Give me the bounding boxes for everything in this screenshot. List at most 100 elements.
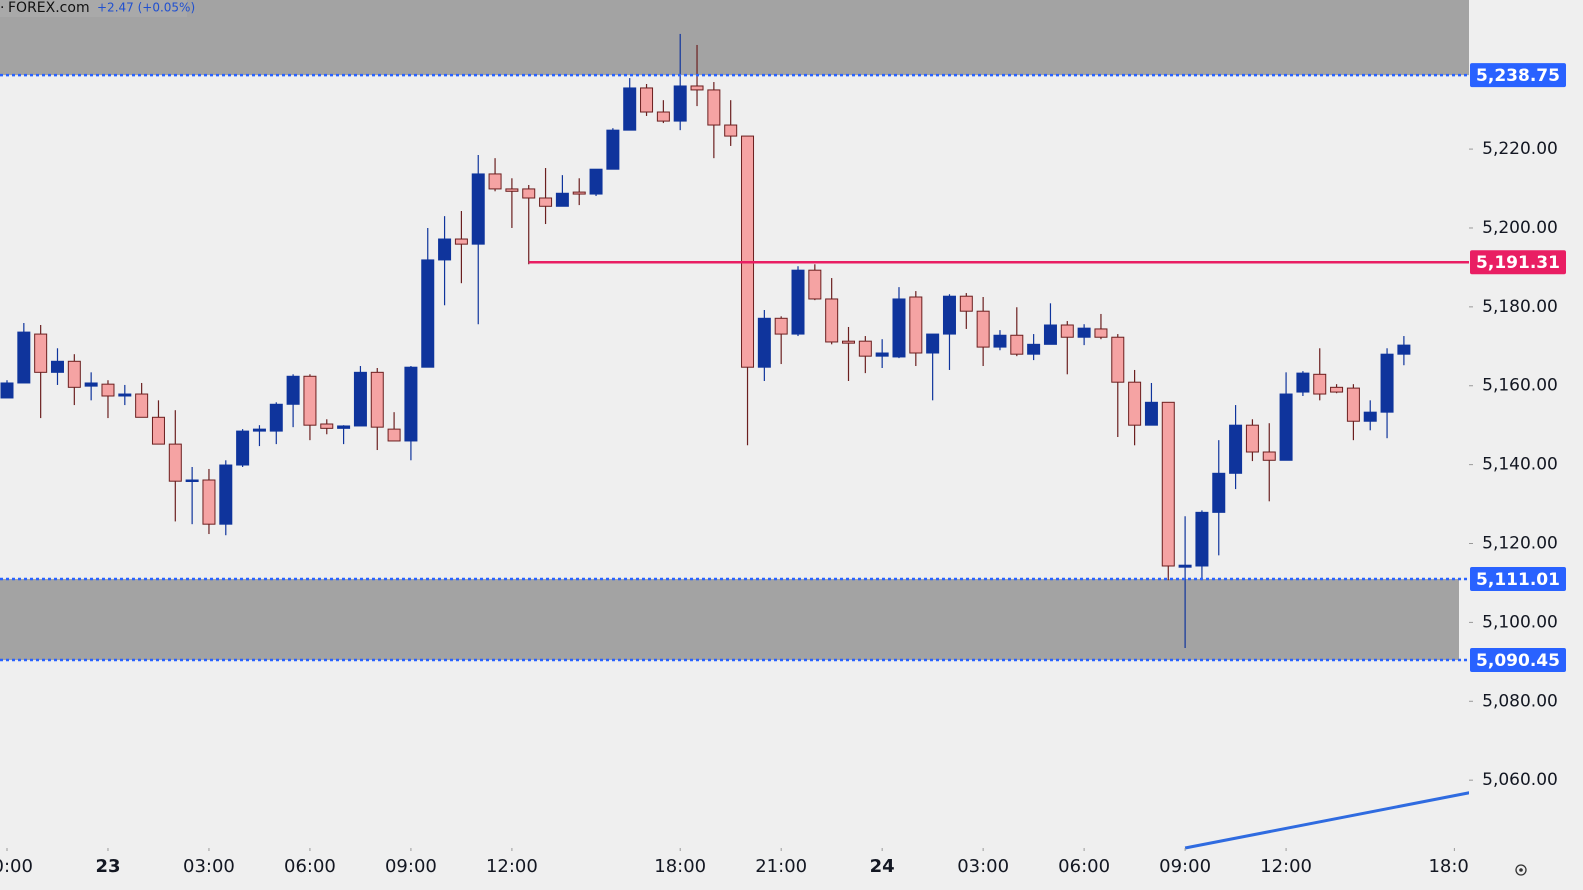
icon-ring[interactable]	[1515, 864, 1527, 876]
y-tick-label: 5,120.00	[1482, 534, 1558, 554]
candle-body	[1094, 328, 1108, 338]
candle-body	[875, 352, 889, 357]
candle-body	[858, 340, 872, 357]
candle-body	[539, 197, 553, 207]
candle-body	[825, 298, 839, 343]
trendline	[1184, 790, 1472, 850]
settings-icon[interactable]	[1515, 864, 1527, 876]
candle-body	[1178, 564, 1192, 568]
candle-body	[471, 173, 485, 245]
candle-body	[1313, 373, 1327, 395]
x-tick-label: 18:00	[1428, 856, 1480, 877]
level-label-box	[1470, 566, 1566, 591]
candle-body	[1245, 424, 1259, 453]
x-tick-label: 09:00	[385, 856, 437, 877]
candle-body	[942, 295, 956, 335]
candle-body	[993, 334, 1007, 348]
icon-dot[interactable]	[1519, 868, 1523, 872]
candle-body	[168, 443, 182, 482]
x-tick-label: 24	[870, 856, 895, 877]
candle-body	[17, 331, 31, 384]
y-tick-label: 5,080.00	[1482, 691, 1558, 711]
y-tick-label: 5,220.00	[1482, 139, 1558, 159]
candle-body	[269, 403, 283, 432]
candle-body	[1330, 386, 1344, 393]
candle-body	[387, 428, 401, 442]
x-tick-label: 03:00	[183, 856, 235, 877]
candle-body	[353, 371, 367, 427]
x-tick-label: 12:00	[1260, 856, 1312, 877]
candle-body	[151, 416, 165, 445]
x-tick-label: 09:00	[1159, 856, 1211, 877]
x-tick-label: 18:00	[654, 856, 706, 877]
change: +2.47 (+0.05%)	[97, 1, 195, 15]
time-axis: 00:00 23 03:00 06:00 09:00 12:00 18:00 21:00 24 0…	[0, 848, 1480, 877]
price-axis: 5,060.00 5,080.00 5,100.00 5,120.00 5,140.00…	[1469, 63, 1566, 790]
source: FOREX.com	[8, 0, 90, 16]
y-tick-label: 5,160.00	[1482, 376, 1558, 396]
candle-body	[84, 382, 98, 387]
candle-body	[673, 85, 687, 122]
candle-body	[791, 269, 805, 335]
candle-body	[1346, 387, 1360, 422]
y-tick-label: 5,180.00	[1482, 297, 1558, 317]
y-tick-label: 5,060.00	[1482, 770, 1558, 790]
candle-body	[1279, 393, 1293, 461]
candle-body	[909, 296, 923, 354]
candle-body	[690, 85, 704, 91]
candle-body	[1010, 334, 1024, 355]
level-label: 5,191.31	[1476, 253, 1560, 273]
candle-body	[522, 188, 536, 199]
candle-body	[320, 423, 334, 429]
candle-body	[118, 393, 132, 397]
level-label: 5,111.01	[1476, 570, 1560, 590]
candle-body	[252, 428, 266, 432]
candle-body	[724, 124, 738, 137]
candle-body	[707, 89, 721, 126]
candle-body	[1195, 511, 1209, 567]
zone	[0, 0, 1469, 76]
candle-body	[50, 360, 64, 373]
x-tick-label: 00:00	[0, 856, 33, 877]
candle-body	[1161, 401, 1175, 567]
candle-body	[892, 298, 906, 358]
candle-body	[438, 238, 452, 261]
candle-body	[101, 383, 115, 397]
y-tick-label: 5,200.00	[1482, 218, 1558, 238]
candle-body	[808, 269, 822, 300]
candle-body	[0, 382, 14, 399]
candle-body	[1229, 424, 1243, 474]
candle-body	[926, 333, 940, 354]
candle-body	[454, 238, 468, 245]
candle-body	[236, 430, 250, 466]
candle-body	[976, 310, 990, 348]
candle-body	[370, 371, 384, 428]
candle-body	[589, 168, 603, 195]
plot-area	[0, 0, 1472, 850]
price-axis-panel	[1469, 0, 1583, 890]
y-tick-label: 5,140.00	[1482, 455, 1558, 475]
candle-body	[1043, 324, 1057, 345]
x-tick-label: 06:00	[284, 856, 336, 877]
candle-body	[219, 464, 233, 525]
level-label: 5,238.75	[1476, 66, 1560, 86]
candle-body	[1077, 327, 1091, 338]
candle-body	[1363, 411, 1377, 422]
header: · FOREX.com +2.47 (+0.05%)	[0, 0, 195, 17]
level-label-box	[1470, 250, 1566, 275]
header-box	[0, 0, 187, 17]
candle-body	[337, 425, 351, 429]
candle-body	[286, 375, 300, 405]
candle-body	[757, 317, 771, 368]
level-label: 5,090.45	[1476, 651, 1560, 671]
candle-body	[741, 135, 755, 368]
candle-body	[488, 173, 502, 190]
candle-body	[606, 129, 620, 170]
header-separator: ·	[0, 0, 4, 16]
candle-body	[1027, 343, 1041, 355]
candle-body	[421, 259, 435, 368]
x-tick-label: 12:00	[486, 856, 538, 877]
